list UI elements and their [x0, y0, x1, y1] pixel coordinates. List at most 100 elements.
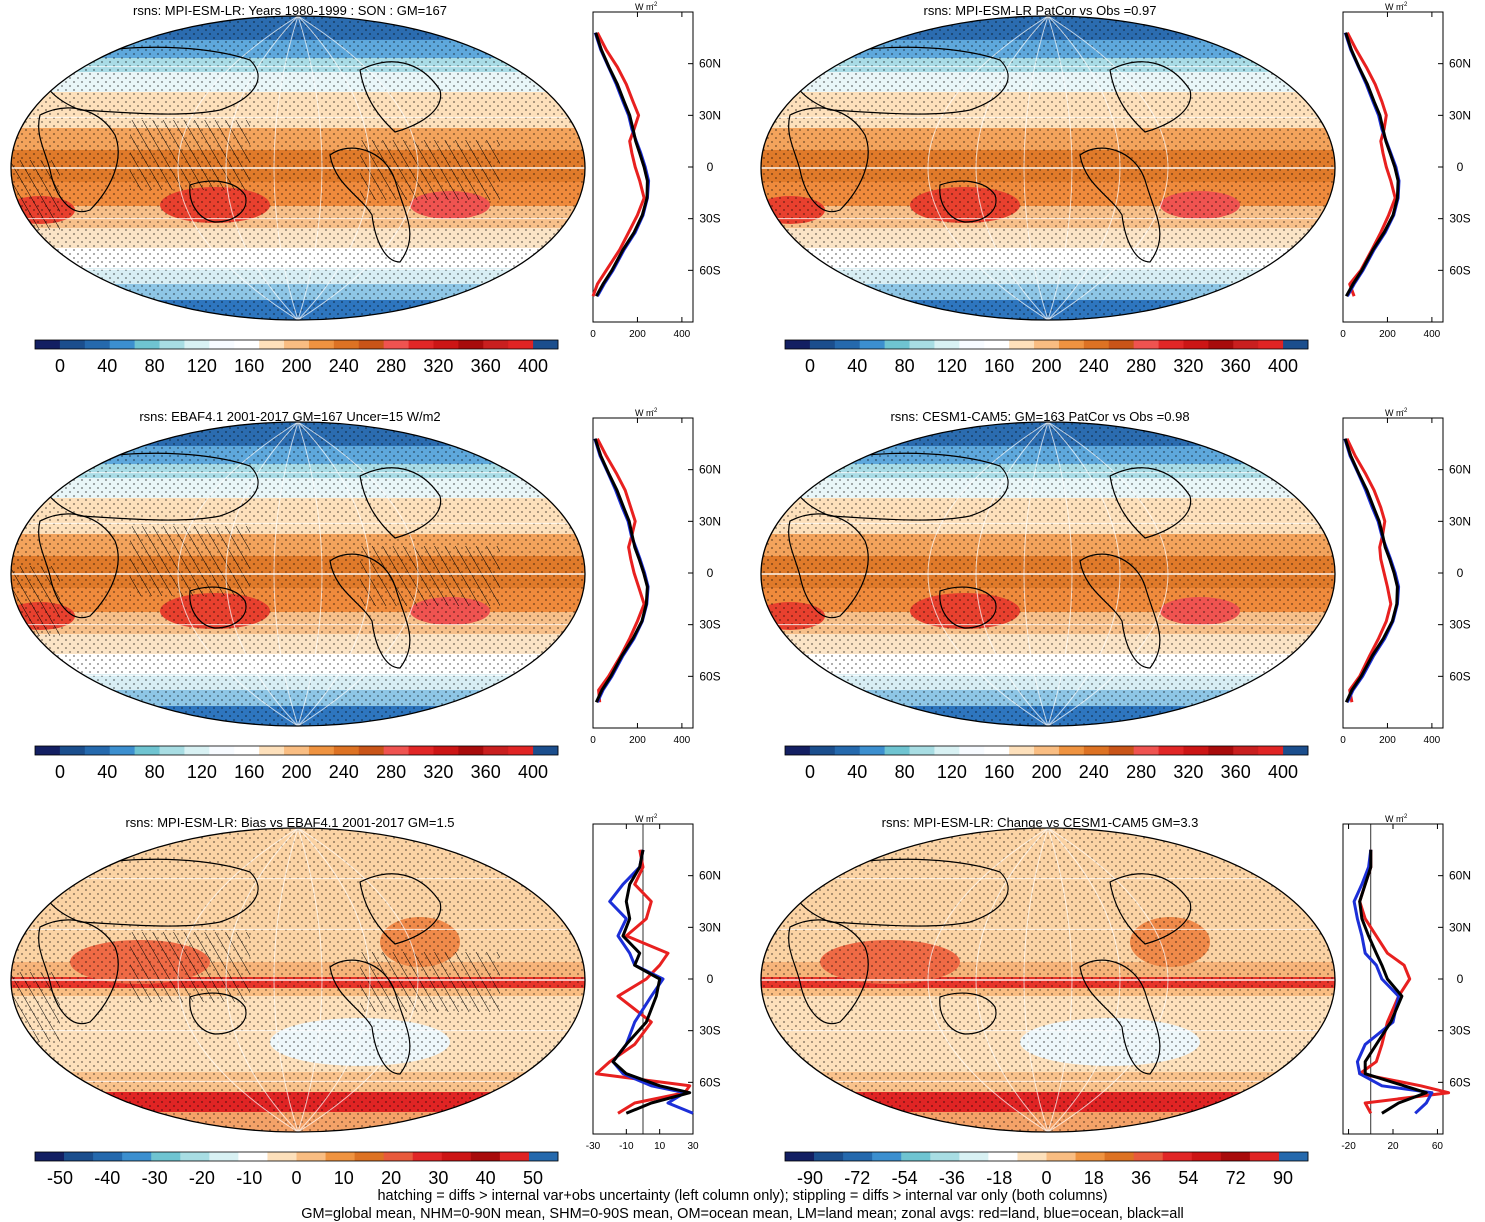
latitude-tick-label: 60N	[1449, 57, 1471, 71]
colorbar-segment	[109, 746, 136, 755]
colorbar-tick-label: 40	[847, 762, 867, 782]
colorbar-segment	[984, 746, 1010, 755]
panel-p3: rsns: EBAF4.1 2001-2017 GM=167 Uncer=15 …	[0, 406, 721, 786]
latitude-tick-label: 30S	[699, 1024, 720, 1038]
colorbar-tick-label: 280	[376, 356, 406, 376]
colorbar-segment	[1183, 746, 1209, 755]
colorbar-tick-label: -18	[986, 1168, 1012, 1188]
colorbar-tick-label: 0	[55, 356, 65, 376]
footnote-line-2: GM=global mean, NHM=0-90N mean, SHM=0-90…	[301, 1206, 1184, 1222]
profile-x-tick-label: 0	[1340, 735, 1346, 746]
colorbar-segment	[458, 340, 484, 349]
colorbar-segment	[184, 746, 210, 755]
colorbar-frame	[34, 1151, 559, 1162]
panel-svg: 0 40 80 120 160 200 240 280 320 360 400 0 200 400 W m-…	[760, 408, 1471, 782]
colorbar-tick-label: 200	[1031, 356, 1061, 376]
colorbar-segment	[408, 340, 434, 349]
profile-x-tick-label: 10	[654, 1141, 666, 1152]
graticule-line	[273, 422, 299, 726]
colorbar-frame	[784, 339, 1309, 350]
colorbar-segment	[533, 340, 559, 349]
map-area	[761, 828, 1335, 1132]
colorbar-segment	[238, 1152, 268, 1161]
colorbar-segment	[1046, 1152, 1076, 1161]
colorbar-segment	[785, 746, 811, 755]
colorbar-tick-label: 120	[187, 356, 217, 376]
profile-series-all	[1343, 438, 1399, 703]
continent-outline	[789, 452, 1009, 521]
hatching	[360, 140, 500, 200]
graticule-line	[1047, 422, 1073, 726]
colorbar-segment	[93, 1152, 123, 1161]
colorbar-segment	[934, 340, 960, 349]
colorbar-segment	[809, 746, 836, 755]
colorbar-segment	[1009, 746, 1035, 755]
latitude-tick-label: 60S	[1449, 1075, 1470, 1089]
hatching	[130, 120, 250, 190]
colorbar-segment	[785, 1152, 815, 1161]
profile-series-land	[1345, 438, 1393, 703]
colorbar-tick-label: 360	[1221, 762, 1251, 782]
continent-outline	[329, 147, 411, 263]
colorbar-segment	[483, 746, 509, 755]
continent-outline	[359, 873, 442, 945]
latitude-tick-label: 30N	[699, 108, 721, 122]
colorbar-segment	[151, 1152, 181, 1161]
zonal-profile: 0 200 400 W m-2 60N 30N 0 30S 60S	[590, 2, 721, 340]
stippling	[761, 16, 1335, 320]
map-border	[10, 421, 586, 727]
colorbar-tick-label: -36	[939, 1168, 965, 1188]
colorbar-segment	[433, 746, 459, 755]
colorbar-frame	[34, 339, 559, 350]
continent-outline	[329, 553, 411, 669]
continent-outline	[789, 858, 1009, 927]
hatching	[130, 526, 250, 596]
map-border	[10, 827, 586, 1133]
profile-x-tick-label: 0	[590, 735, 596, 746]
continent-outline	[359, 61, 442, 133]
zonal-profile: 0 200 400 W m-2 60N 30N 0 30S 60S	[1340, 408, 1471, 746]
colorbar-segment	[325, 1152, 356, 1161]
colorbar-segment	[1058, 746, 1085, 755]
graticule-line	[297, 16, 371, 320]
colorbar-segment	[984, 340, 1010, 349]
colorbar-segment	[1104, 1152, 1135, 1161]
colorbar-segment	[354, 1152, 385, 1161]
colorbar-segment	[930, 1152, 960, 1161]
colorbar-tick-label: -20	[189, 1168, 215, 1188]
colorbar-tick-label: 200	[1031, 762, 1061, 782]
latitude-tick-label: 0	[707, 160, 714, 174]
profile-x-tick-label: 200	[629, 329, 646, 340]
graticule-line	[1023, 422, 1049, 726]
colorbar-tick-label: 400	[518, 356, 548, 376]
colorbar-tick-label: 0	[291, 1168, 301, 1188]
colorbar-tick-label: 30	[428, 1168, 448, 1188]
continent-outline	[1109, 467, 1192, 539]
colorbar-segment	[1009, 340, 1035, 349]
colorbar-tick-label: 240	[1079, 356, 1109, 376]
latitude-tick-label: 60N	[1449, 463, 1471, 477]
colorbar-segment	[122, 1152, 152, 1161]
latitude-tick-label: 30N	[1449, 920, 1471, 934]
profile-unit-label: W m	[635, 408, 654, 418]
colorbar-tick-label: 360	[471, 762, 501, 782]
profile-unit-label: W m	[635, 814, 654, 824]
hatching	[11, 160, 60, 230]
colorbar-frame	[784, 745, 1309, 756]
colorbar-segment	[284, 746, 310, 755]
colorbar-segment	[1034, 746, 1060, 755]
colorbar-segment	[1158, 746, 1184, 755]
continent-outline	[189, 992, 247, 1035]
panel-p2: rsns: MPI-ESM-LR PatCor vs Obs =0.97 0 40 8…	[750, 0, 1471, 380]
continent-outline	[329, 959, 411, 1075]
profile-series-all	[1344, 32, 1400, 297]
graticule-line	[1047, 828, 1121, 1132]
colorbar-segment	[1108, 340, 1135, 349]
colorbar-segment	[1058, 340, 1085, 349]
colorbar-segment	[859, 746, 886, 755]
colorbar-segment	[159, 746, 185, 755]
colorbar-segment	[1083, 340, 1110, 349]
graticule-line	[975, 422, 1049, 726]
colorbar-tick-label: 160	[234, 762, 264, 782]
colorbar-tick-label: 400	[1268, 762, 1298, 782]
